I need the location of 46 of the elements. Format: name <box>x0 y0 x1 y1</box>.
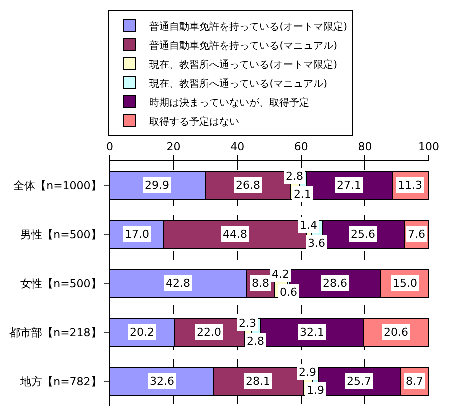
data-label: 11.3 <box>398 179 422 192</box>
data-label: 20.6 <box>384 326 408 339</box>
data-label: 25.7 <box>347 375 372 388</box>
data-label: 25.6 <box>351 228 376 241</box>
data-label: 2.8 <box>247 335 264 348</box>
x-tick-label: 80 <box>358 140 372 154</box>
data-label: 2.3 <box>239 317 256 330</box>
legend-label: 普通自動車免許を持っている(マニュアル) <box>150 40 338 52</box>
data-label: 28.1 <box>246 375 270 388</box>
legend-label: 時期は決まっていないが、取得予定 <box>150 96 310 109</box>
data-label: 28.6 <box>323 277 348 290</box>
x-tick-label: 60 <box>294 140 308 154</box>
data-label: 8.8 <box>252 277 270 290</box>
data-label: 8.7 <box>406 375 424 388</box>
data-label: 4.2 <box>272 268 290 281</box>
data-label: 32.1 <box>300 326 324 339</box>
y-tick-label: 都市部【n=218】 <box>10 326 102 340</box>
x-tick-label: 100 <box>418 140 440 154</box>
y-tick-label: 全体【n=1000】 <box>14 179 102 192</box>
y-tick-label: 男性【n=500】 <box>20 228 102 242</box>
data-label: 22.0 <box>197 326 222 339</box>
data-label: 0.6 <box>280 286 298 299</box>
legend-label: 取得する予定はない <box>150 116 240 128</box>
data-label: 32.6 <box>150 375 174 388</box>
data-label: 2.8 <box>286 170 304 183</box>
data-label: 2.1 <box>294 188 312 201</box>
data-label: 3.6 <box>308 237 326 250</box>
x-tick-label: 20 <box>166 140 181 154</box>
data-label: 1.4 <box>300 219 318 232</box>
legend-label: 現在、教習所へ通っている(オートマ限定) <box>150 58 338 71</box>
x-tick-label: 40 <box>230 140 245 154</box>
legend-label: 普通自動車免許を持っている(オートマ限定) <box>150 20 348 33</box>
y-tick-label: 女性【n=500】 <box>20 277 102 290</box>
legend-label: 現在、教習所へ通っている(マニュアル) <box>150 78 328 90</box>
data-label: 17.0 <box>125 228 150 241</box>
data-label: 2.9 <box>299 366 316 379</box>
data-label: 42.8 <box>166 277 190 290</box>
data-label: 15.0 <box>393 277 418 290</box>
data-label: 26.8 <box>236 179 260 192</box>
data-label: 7.6 <box>408 228 426 241</box>
data-label: 29.9 <box>145 179 170 192</box>
data-label: 27.1 <box>337 179 362 192</box>
x-tick-label: 0 <box>106 140 114 154</box>
y-tick-label: 地方【n=782】 <box>20 375 102 388</box>
data-label: 44.8 <box>223 228 248 241</box>
data-label: 20.2 <box>130 326 154 339</box>
